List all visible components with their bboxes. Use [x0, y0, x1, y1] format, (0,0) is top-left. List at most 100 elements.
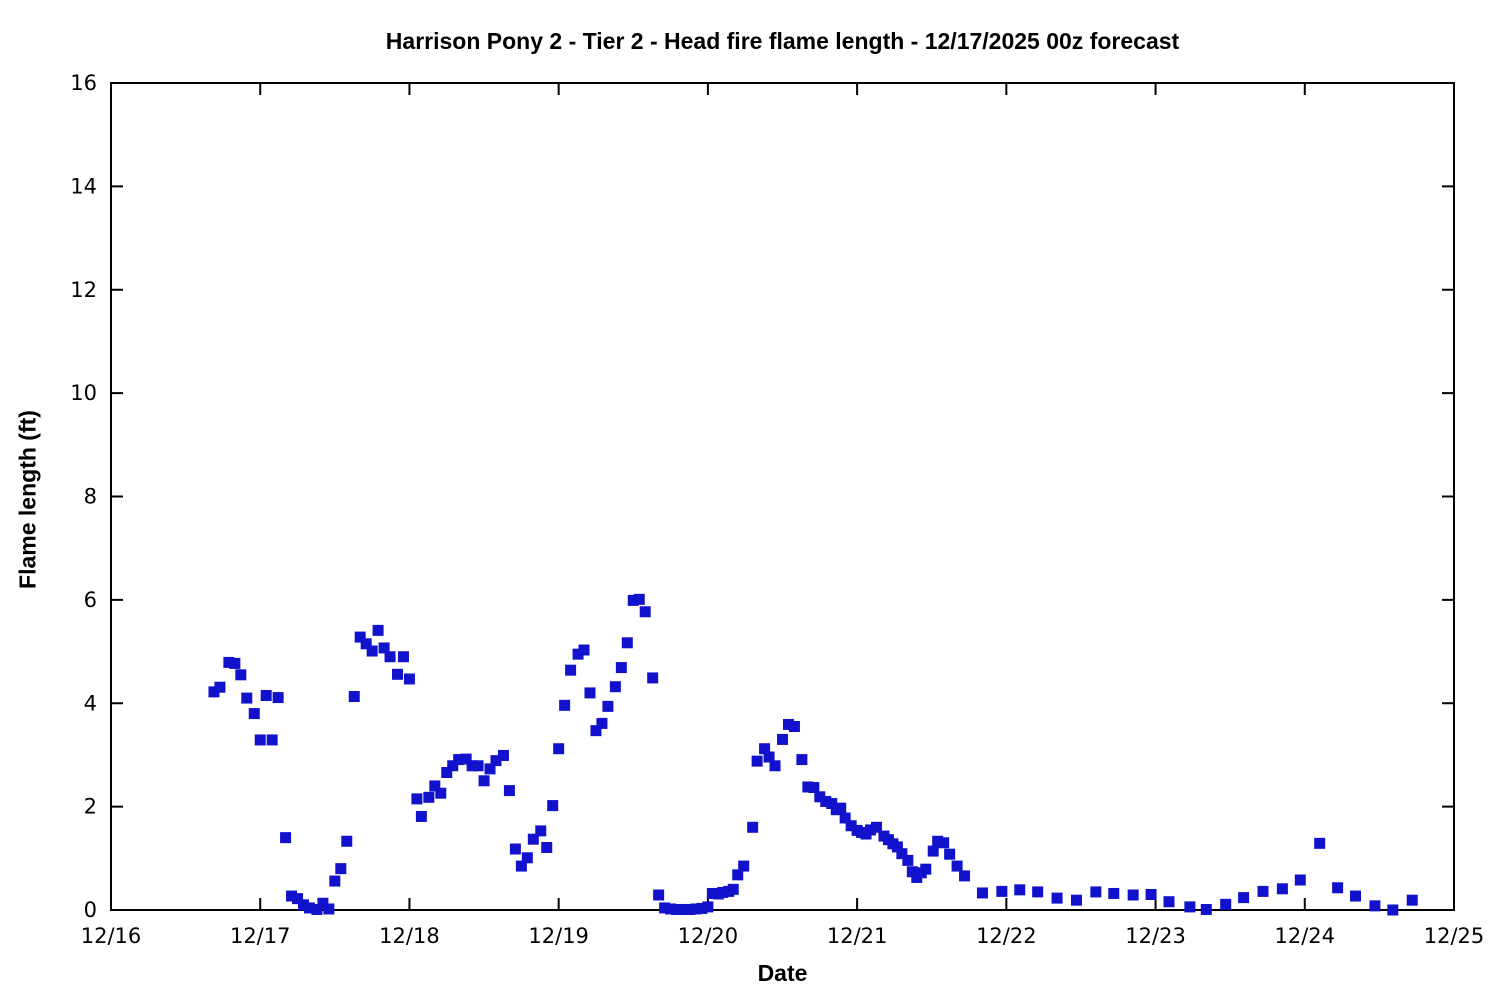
data-point — [927, 845, 939, 857]
data-point — [527, 833, 539, 845]
data-point — [706, 887, 718, 899]
data-point — [684, 903, 696, 915]
data-point — [572, 648, 584, 660]
data-point — [466, 760, 478, 772]
data-point — [1276, 883, 1288, 895]
data-point — [286, 890, 298, 902]
data-point — [665, 903, 677, 915]
y-tick-label: 14 — [70, 174, 97, 198]
x-tick-label: 12/21 — [827, 924, 888, 948]
data-point — [384, 651, 396, 663]
data-point — [378, 642, 390, 654]
data-point — [747, 821, 759, 833]
data-point — [1200, 903, 1212, 915]
data-point — [1294, 874, 1306, 886]
data-point — [341, 835, 353, 847]
data-point — [845, 820, 857, 832]
x-tick-label: 12/23 — [1125, 924, 1186, 948]
data-point — [447, 760, 459, 772]
data-point — [266, 734, 278, 746]
data-point — [1090, 886, 1102, 898]
y-tick-label: 2 — [84, 795, 97, 819]
data-point — [348, 691, 360, 703]
data-point — [1014, 884, 1026, 896]
data-point — [1406, 894, 1418, 906]
data-point — [547, 800, 559, 812]
data-point — [690, 903, 702, 915]
y-axis-label: Flame length (ft) — [14, 410, 41, 589]
chart-title: Harrison Pony 2 - Tier 2 - Head fire fla… — [385, 28, 1180, 54]
data-point — [260, 689, 272, 701]
data-point — [621, 637, 633, 649]
data-point — [796, 754, 808, 766]
data-point — [1332, 882, 1344, 894]
data-point — [503, 785, 515, 797]
data-point — [891, 841, 903, 853]
y-tick-label: 10 — [70, 381, 97, 405]
data-point — [609, 681, 621, 693]
data-point — [323, 903, 335, 915]
data-point — [639, 606, 651, 618]
data-point — [354, 631, 366, 643]
data-point — [1145, 888, 1157, 900]
data-point — [423, 791, 435, 803]
data-point — [590, 725, 602, 737]
data-point — [311, 903, 323, 915]
data-point — [559, 699, 571, 711]
data-point — [472, 760, 484, 772]
data-point — [782, 718, 794, 730]
data-point — [241, 692, 253, 704]
data-point — [280, 832, 292, 844]
data-point — [769, 760, 781, 772]
data-point — [902, 854, 914, 866]
data-point — [1184, 901, 1196, 913]
data-point — [403, 673, 415, 685]
data-point — [596, 717, 608, 729]
data-point — [1369, 900, 1381, 912]
data-point — [820, 795, 832, 807]
data-point — [1257, 885, 1269, 897]
data-point — [647, 672, 659, 684]
data-point — [1070, 894, 1082, 906]
data-point — [415, 810, 427, 822]
data-point — [1163, 896, 1175, 908]
data-point — [1387, 904, 1399, 916]
x-tick-label: 12/16 — [81, 924, 142, 948]
data-point — [317, 897, 329, 909]
data-point — [677, 903, 689, 915]
data-point — [509, 843, 521, 855]
data-point — [441, 767, 453, 779]
data-point — [1314, 837, 1326, 849]
x-tick-label: 12/25 — [1424, 924, 1485, 948]
data-point — [906, 866, 918, 878]
data-point — [515, 860, 527, 872]
data-point — [839, 812, 851, 824]
data-point — [1220, 898, 1232, 910]
data-point — [397, 651, 409, 663]
data-point — [208, 686, 220, 698]
y-tick-label: 0 — [84, 898, 97, 922]
data-point — [659, 902, 671, 914]
data-point — [435, 787, 447, 799]
x-tick-label: 12/18 — [379, 924, 440, 948]
data-point — [976, 887, 988, 899]
data-point — [627, 594, 639, 606]
data-point — [235, 669, 247, 681]
data-point — [759, 743, 771, 755]
data-point — [696, 902, 708, 914]
data-point — [229, 657, 241, 669]
data-point — [565, 664, 577, 676]
data-point — [303, 902, 315, 914]
x-axis-label: Date — [757, 960, 808, 986]
x-tick-label: 12/20 — [678, 924, 739, 948]
data-point — [292, 893, 304, 905]
data-point — [1051, 892, 1063, 904]
data-point — [633, 593, 645, 605]
data-point — [429, 780, 441, 792]
data-point — [497, 749, 509, 761]
data-point — [826, 798, 838, 810]
x-tick-label: 12/24 — [1275, 924, 1336, 948]
y-tick-label: 6 — [84, 588, 97, 612]
data-point — [896, 848, 908, 860]
